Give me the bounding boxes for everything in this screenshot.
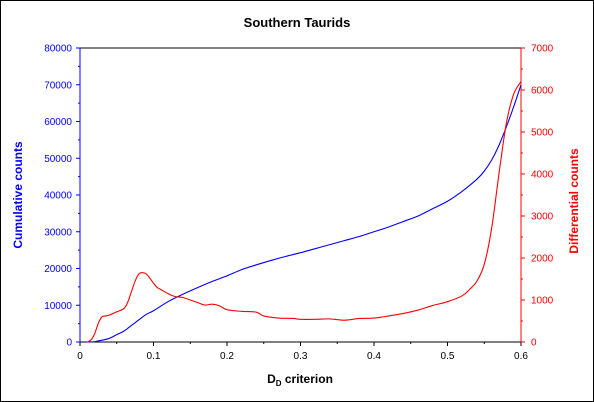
x-tick-label: 0.4 xyxy=(367,351,381,362)
y-right-tick-label: 4000 xyxy=(531,170,554,181)
y-axis-left-label: Cumulative counts xyxy=(11,141,25,249)
x-tick-label: 0.6 xyxy=(514,351,528,362)
y-left-tick-label: 80000 xyxy=(44,44,72,55)
y-right-tick-label: 5000 xyxy=(531,128,554,139)
series-group xyxy=(87,81,522,343)
x-axis-label-main: D xyxy=(267,372,276,386)
cumulative-counts-line xyxy=(87,84,522,343)
y-left-tick-label: 10000 xyxy=(44,301,72,312)
y-left-tick-label: 40000 xyxy=(44,191,72,202)
x-axis-label-rest: criterion xyxy=(282,372,333,386)
chart-title: Southern Taurids xyxy=(244,15,351,30)
differential-counts-line xyxy=(87,81,522,343)
y-left-tick-label: 20000 xyxy=(44,264,72,275)
y-right-tick-label: 1000 xyxy=(531,296,554,307)
y-left-tick-label: 70000 xyxy=(44,80,72,91)
y-right-tick-label: 6000 xyxy=(531,86,554,97)
x-axis-label-subscript: D xyxy=(276,379,282,388)
y-axis-right-label: Differential counts xyxy=(567,148,581,254)
x-tick-label: 0.2 xyxy=(220,351,234,362)
y-left-tick-label: 50000 xyxy=(44,154,72,165)
x-tick-label: 0 xyxy=(77,351,83,362)
tick-group: 0 0.1 0.2 0.3 0.4 0.5 0.6010000200003000040000… xyxy=(44,44,553,363)
y-right-tick-label: 3000 xyxy=(531,212,554,223)
y-right-tick-label: 7000 xyxy=(531,44,554,55)
x-tick-label: 0.5 xyxy=(441,351,455,362)
x-tick-label: 0.3 xyxy=(294,351,308,362)
x-axis-label: DD criterion xyxy=(267,372,333,388)
y-right-tick-label: 0 xyxy=(531,338,537,349)
y-left-tick-label: 30000 xyxy=(44,227,72,238)
y-left-tick-label: 60000 xyxy=(44,117,72,128)
y-right-tick-label: 2000 xyxy=(531,254,554,265)
x-tick-label: 0.1 xyxy=(147,351,161,362)
y-left-tick-label: 0 xyxy=(66,338,72,349)
